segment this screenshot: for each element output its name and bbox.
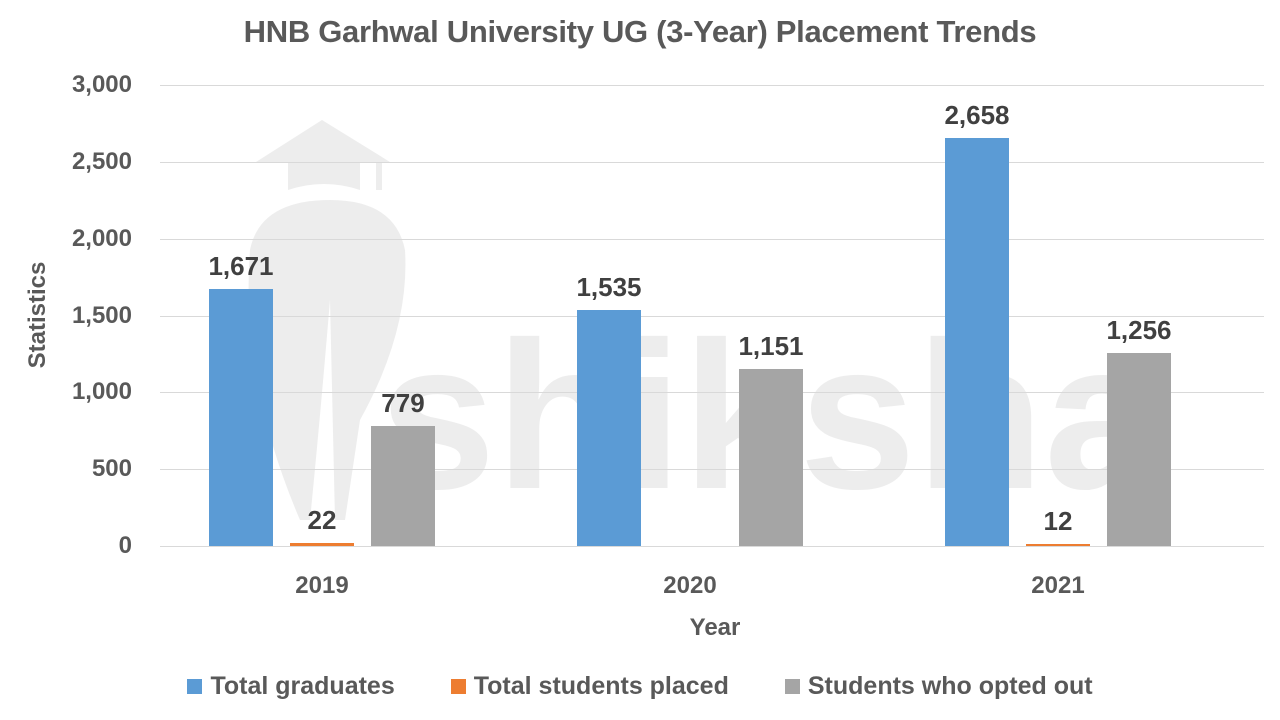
bar-total-graduates-2020 <box>577 310 641 546</box>
y-tick-label: 500 <box>91 455 132 483</box>
legend-label: Students who opted out <box>807 672 1093 700</box>
bar-students-who-opted-out-2019 <box>371 426 435 546</box>
bar-students-who-opted-out-2021 <box>1107 353 1171 546</box>
legend-label: Total graduates <box>210 672 395 700</box>
y-tick-label: 1,000 <box>71 378 132 406</box>
data-label: 779 <box>381 388 425 419</box>
bar-total-graduates-2019 <box>209 289 273 546</box>
legend-label: Total students placed <box>473 672 729 700</box>
bar-total-students-placed-2019 <box>290 542 354 546</box>
x-tick-label: 2020 <box>663 572 717 599</box>
gridline <box>160 85 1264 86</box>
bar-students-who-opted-out-2020 <box>739 369 803 546</box>
gridline <box>160 392 1264 394</box>
legend: Total graduates Total students placed Stud… <box>0 672 1280 701</box>
y-tick-label: 3,000 <box>71 71 132 98</box>
data-label: 1,256 <box>1106 314 1172 345</box>
gridline <box>160 315 1264 317</box>
plot-area: 1,671 22 779 1,535 1,151 2,658 12 1,256 <box>160 85 1264 547</box>
data-label: 1,535 <box>576 272 642 303</box>
legend-item: Students who opted out <box>784 672 1093 701</box>
x-axis-label: Year <box>689 614 741 641</box>
gridline <box>160 546 1264 547</box>
y-tick-label: 2,000 <box>71 224 132 252</box>
data-label: 1,151 <box>738 331 804 362</box>
x-tick-label: 2021 <box>1031 572 1085 599</box>
legend-swatch-icon <box>784 679 800 694</box>
y-tick-label: 0 <box>118 532 132 559</box>
legend-item: Total graduates <box>187 672 395 701</box>
y-tick-label: 1,500 <box>71 301 132 329</box>
gridline <box>160 161 1264 163</box>
legend-item: Total students placed <box>450 672 729 701</box>
legend-swatch-icon <box>187 679 203 694</box>
gridline <box>160 469 1264 471</box>
gridline <box>160 238 1264 240</box>
data-label: 12 <box>1043 506 1073 536</box>
y-tick-label: 2,500 <box>71 147 132 175</box>
data-label: 2,658 <box>944 99 1010 130</box>
bar-total-graduates-2021 <box>945 137 1009 546</box>
bar-total-students-placed-2021 <box>1026 544 1090 546</box>
x-tick-label: 2019 <box>295 572 349 599</box>
chart-title: HNB Garhwal University UG (3-Year) Place… <box>243 14 1037 49</box>
data-label: 22 <box>307 504 337 535</box>
legend-swatch-icon <box>450 679 466 694</box>
data-label: 1,671 <box>208 251 274 282</box>
